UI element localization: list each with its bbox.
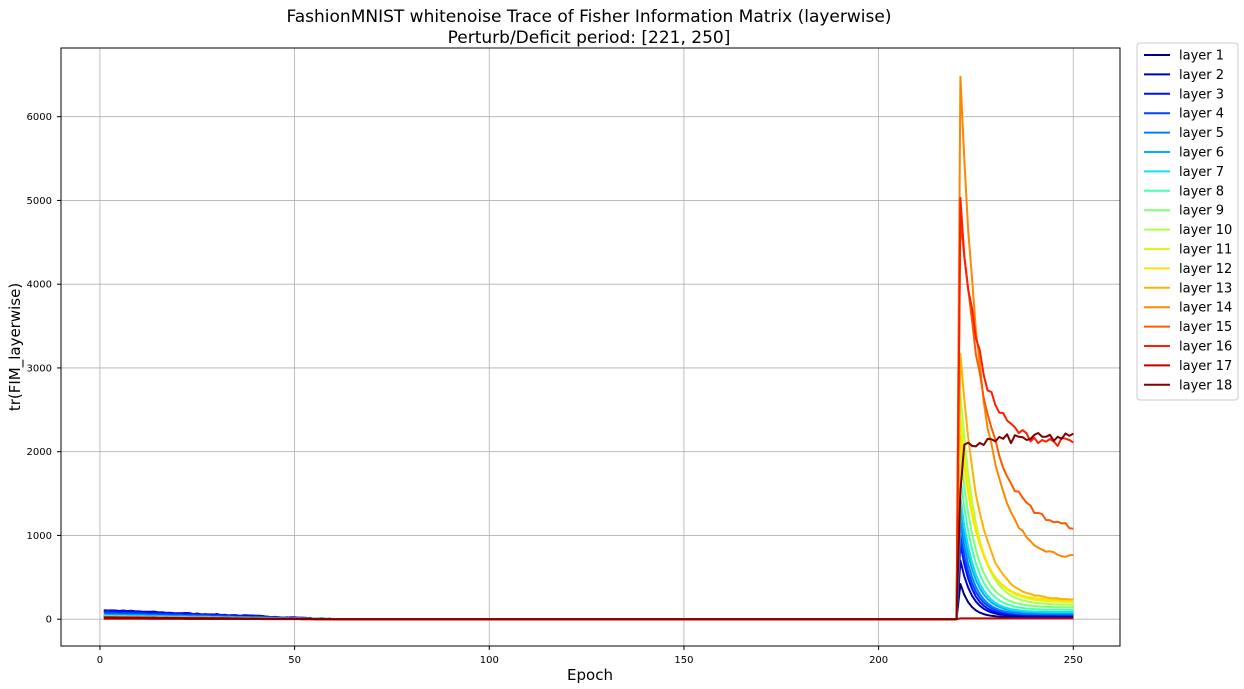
y-tick-label: 1000: [27, 531, 52, 542]
legend-label: layer 3: [1179, 87, 1224, 102]
legend-label: layer 9: [1179, 204, 1224, 219]
legend-label: layer 5: [1179, 126, 1224, 141]
series-line: [103, 534, 1074, 621]
x-tick-label: 0: [97, 655, 103, 666]
legend-label: layer 15: [1179, 320, 1232, 335]
series-line: [103, 392, 1074, 621]
legend: layer 1 layer 2 layer 3 layer 4 layer 5 layer…: [1136, 42, 1239, 401]
series-line: [103, 75, 1074, 621]
series-line: [103, 475, 1074, 621]
legend-label: layer 4: [1179, 107, 1224, 122]
chart-title: FashionMNIST whitenoise Trace of Fisher …: [287, 7, 892, 27]
y-tick-label: 4000: [27, 280, 52, 291]
y-axis-label: tr(FIM_layerwise): [6, 283, 25, 411]
legend-label: layer 17: [1179, 359, 1232, 374]
x-tick-label: 150: [674, 655, 693, 666]
legend-label: layer 11: [1179, 243, 1232, 258]
series-line: [103, 352, 1074, 621]
x-tick-label: 200: [869, 655, 888, 666]
y-tick-label: 3000: [27, 363, 52, 374]
legend-label: layer 12: [1179, 262, 1232, 277]
series-line: [103, 509, 1074, 621]
legend-label: layer 7: [1179, 165, 1224, 180]
x-tick-label: 250: [1064, 655, 1083, 666]
legend-label: layer 16: [1179, 340, 1232, 355]
series-line: [103, 417, 1074, 621]
x-tick-label: 50: [288, 655, 301, 666]
series-line: [103, 496, 1074, 621]
series-line: [103, 521, 1074, 621]
y-tick-label: 0: [46, 615, 52, 626]
y-tick-label: 5000: [27, 196, 52, 207]
plot-frame: [60, 47, 1121, 647]
legend-label: layer 10: [1179, 223, 1232, 238]
legend-label: layer 8: [1179, 184, 1224, 199]
series-line: [103, 196, 1074, 621]
series-line: [103, 583, 1074, 621]
x-axis-label: Epoch: [567, 666, 613, 684]
legend-label: layer 6: [1179, 146, 1224, 161]
series-line: [103, 559, 1074, 621]
axis-ticks: 0 50 100 150 200 250 0 1000 2000 3000 4000 5000 6000: [27, 112, 1083, 666]
series-line: [103, 542, 1074, 621]
legend-label: layer 13: [1179, 281, 1232, 296]
series-line: [103, 217, 1074, 621]
series-line: [103, 432, 1074, 621]
legend-label: layer 18: [1179, 378, 1232, 393]
x-tick-label: 100: [480, 655, 499, 666]
y-tick-label: 6000: [27, 112, 52, 123]
grid-lines: [61, 48, 1120, 646]
legend-label: layer 1: [1179, 49, 1224, 64]
series-line: [103, 433, 1074, 621]
legend-label: layer 2: [1179, 68, 1224, 83]
y-tick-label: 2000: [27, 447, 52, 458]
legend-label: layer 14: [1179, 301, 1232, 316]
chart-subtitle: Perturb/Deficit period: [221, 250]: [448, 28, 731, 48]
series-lines: [103, 75, 1074, 621]
